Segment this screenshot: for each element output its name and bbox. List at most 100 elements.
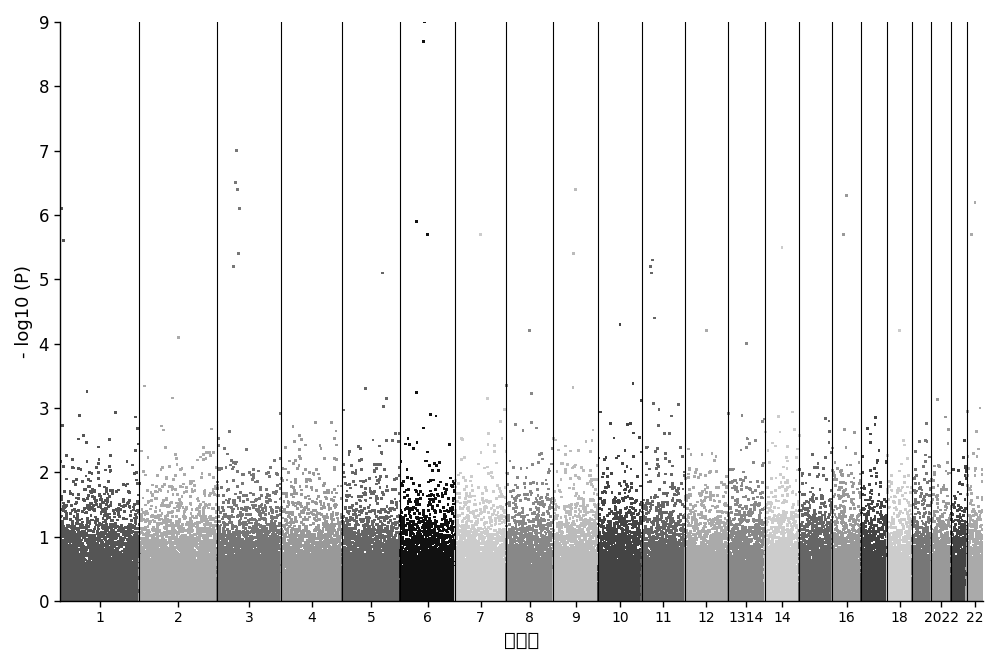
Point: [877, 569, 893, 580]
Point: [790, 585, 806, 595]
Point: [836, 545, 852, 556]
Point: [240, 582, 256, 593]
Point: [153, 591, 169, 602]
Point: [344, 581, 360, 591]
Point: [828, 596, 844, 606]
Point: [825, 577, 841, 588]
Point: [346, 589, 362, 599]
Point: [509, 587, 525, 597]
Point: [813, 593, 829, 603]
Point: [364, 595, 380, 605]
Point: [606, 590, 622, 600]
Point: [237, 581, 253, 591]
Point: [767, 583, 783, 593]
Point: [266, 588, 282, 598]
Point: [364, 575, 380, 586]
Point: [603, 570, 619, 581]
Point: [512, 591, 528, 602]
Point: [809, 575, 825, 586]
Point: [872, 573, 888, 583]
Point: [791, 578, 807, 589]
Point: [272, 584, 288, 595]
Point: [848, 589, 864, 599]
Point: [461, 592, 477, 602]
Point: [828, 595, 844, 606]
Point: [372, 587, 388, 598]
Point: [611, 593, 627, 603]
Point: [164, 583, 180, 594]
Point: [301, 584, 317, 595]
Point: [729, 567, 745, 578]
Point: [201, 593, 217, 604]
Point: [371, 593, 387, 604]
Point: [114, 593, 130, 603]
Point: [393, 556, 409, 567]
Point: [647, 595, 663, 605]
Point: [371, 587, 387, 598]
Point: [803, 584, 819, 595]
Point: [103, 589, 119, 600]
Point: [492, 592, 508, 602]
Point: [71, 594, 87, 604]
Point: [411, 517, 427, 528]
Point: [902, 565, 918, 575]
Point: [920, 589, 936, 600]
Point: [877, 567, 893, 578]
Point: [883, 588, 899, 598]
Point: [438, 561, 454, 571]
Point: [88, 579, 104, 590]
Point: [200, 595, 216, 606]
Point: [241, 595, 257, 605]
Point: [675, 552, 691, 563]
Point: [552, 521, 568, 531]
Point: [775, 593, 791, 603]
Point: [760, 585, 776, 595]
Point: [840, 593, 856, 603]
Point: [678, 593, 694, 603]
Point: [257, 594, 273, 604]
Point: [291, 547, 307, 558]
Point: [314, 587, 330, 597]
Point: [875, 577, 891, 587]
Point: [286, 596, 302, 606]
Point: [188, 549, 204, 559]
Point: [342, 565, 358, 576]
Point: [531, 591, 547, 601]
Point: [552, 567, 568, 577]
Point: [895, 508, 911, 519]
Point: [246, 587, 262, 597]
Point: [740, 579, 756, 589]
Point: [856, 527, 872, 538]
Point: [95, 595, 111, 605]
Point: [725, 564, 741, 575]
Point: [951, 589, 967, 599]
Point: [245, 595, 261, 606]
Point: [79, 572, 95, 583]
Point: [580, 563, 596, 574]
Point: [693, 574, 709, 585]
Point: [912, 547, 928, 557]
Point: [276, 496, 292, 507]
Point: [775, 551, 791, 561]
Point: [612, 557, 628, 567]
Point: [955, 576, 971, 587]
Point: [515, 569, 531, 580]
Point: [353, 578, 369, 589]
Point: [184, 573, 200, 583]
Point: [546, 571, 562, 581]
Point: [412, 585, 428, 595]
Point: [148, 558, 164, 569]
Point: [767, 554, 783, 565]
Point: [410, 559, 426, 569]
Point: [505, 564, 521, 575]
Point: [130, 583, 146, 594]
Point: [928, 587, 944, 597]
Point: [466, 584, 482, 595]
Point: [905, 594, 921, 604]
Point: [80, 536, 96, 547]
Point: [474, 571, 490, 582]
Point: [667, 582, 683, 593]
Point: [869, 591, 885, 601]
Point: [759, 563, 775, 574]
Point: [149, 586, 165, 597]
